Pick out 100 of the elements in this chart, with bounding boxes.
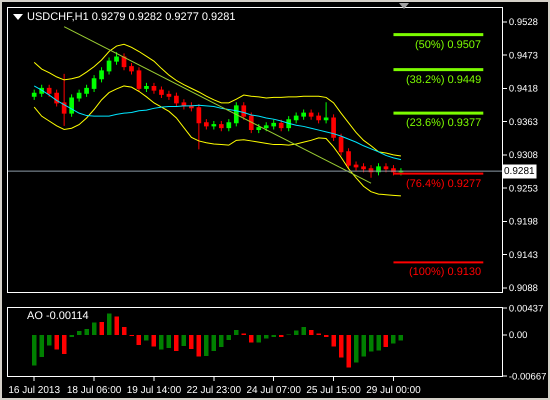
candlestick [308,109,314,120]
candlestick [114,52,119,66]
candlestick [384,162,388,173]
bar [212,334,216,351]
candlestick [92,74,96,92]
chart-title: AO -0.00114 [27,310,89,322]
bar [174,334,179,351]
candlestick [218,120,224,132]
bar [226,334,232,340]
bar [361,334,366,356]
bar [294,330,298,335]
ref-line-label: 0.9281 [504,166,536,177]
bar [354,334,358,363]
y-tick-label: 0.9198 [508,216,538,228]
bar [249,334,254,342]
bar [338,334,344,358]
candlestick [196,104,202,150]
chart-title: USDCHF,H1 0.9279 0.9282 0.9277 0.9281 [27,11,236,23]
candlestick [226,118,232,132]
candlestick [248,112,254,134]
bar [99,322,104,335]
bar [39,334,44,358]
candlestick [331,114,336,142]
candlestick [62,73,66,126]
bar [46,334,52,346]
x-tick-label: 22 Jul 23:00 [186,385,242,396]
bar [308,330,314,335]
bar [376,334,381,350]
bar [166,334,172,348]
candlestick [346,148,351,170]
y-tick-label: 0.9308 [508,150,538,162]
x-tick-label: 29 Jul 00:00 [366,385,422,396]
bar [182,334,186,346]
candlestick [76,89,82,102]
candlestick [54,89,59,107]
candlestick [122,52,126,71]
candlestick [129,62,134,75]
candlestick [361,162,366,173]
line-series [34,44,402,157]
line-series [34,85,402,196]
bar [84,328,89,335]
y-tick-label: -0.00667 [508,371,546,382]
bar [54,334,59,350]
candlestick [69,94,74,118]
candlestick [271,119,276,130]
candlestick [316,112,321,124]
candlestick [166,90,172,100]
bar [256,334,261,342]
y-tick-label: 0.9418 [508,84,538,95]
candlestick [159,86,164,99]
bar [122,326,126,335]
y-tick-label: 0.9528 [508,17,538,28]
candlestick [212,120,216,130]
candlestick [136,66,142,92]
bar [92,322,96,335]
candlestick [174,92,179,107]
bar [144,334,149,340]
x-tick-label: 25 Jul 15:00 [306,385,362,396]
bar [159,334,164,350]
bar [196,334,202,356]
candlestick [46,84,52,98]
candlestick [294,112,298,124]
candlestick [204,118,209,130]
candlestick [278,119,284,132]
bar [62,334,66,354]
x-tick-label: 19 Jul 14:00 [126,385,182,396]
y-tick-label: 0.9088 [508,283,538,294]
y-tick-label: 0.00 [508,330,528,342]
candlestick [144,82,149,92]
candlestick [324,102,328,124]
candlestick [84,84,89,98]
series-label: (76.4%) 0.9277 [406,178,482,190]
bar [204,334,209,356]
series-label: (38.2%) 0.9449 [406,74,482,86]
candlestick [301,109,306,120]
candlestick [338,133,344,156]
bar [189,334,194,350]
y-tick-label: 0.9473 [508,50,538,62]
candlestick [99,66,104,83]
x-tick-label: 18 Jul 06:00 [66,385,122,396]
bar [152,334,156,347]
x-tick-label: 24 Jul 07:00 [246,385,302,396]
candlestick [152,82,156,94]
bar [106,313,112,335]
candlestick [354,160,358,172]
bar [114,316,119,335]
bar [368,334,374,352]
bar [301,326,306,335]
y-tick-label: 0.00437 [508,303,544,314]
bar [391,334,396,344]
bar [398,334,404,340]
bar [346,334,351,368]
bar [32,334,36,366]
candlestick [256,124,262,134]
series-label: (23.6%) 0.9377 [406,117,482,129]
bar [331,334,336,347]
y-tick-label: 0.9143 [508,250,538,261]
bar [136,334,142,345]
bar [384,334,388,348]
bar [76,331,82,335]
